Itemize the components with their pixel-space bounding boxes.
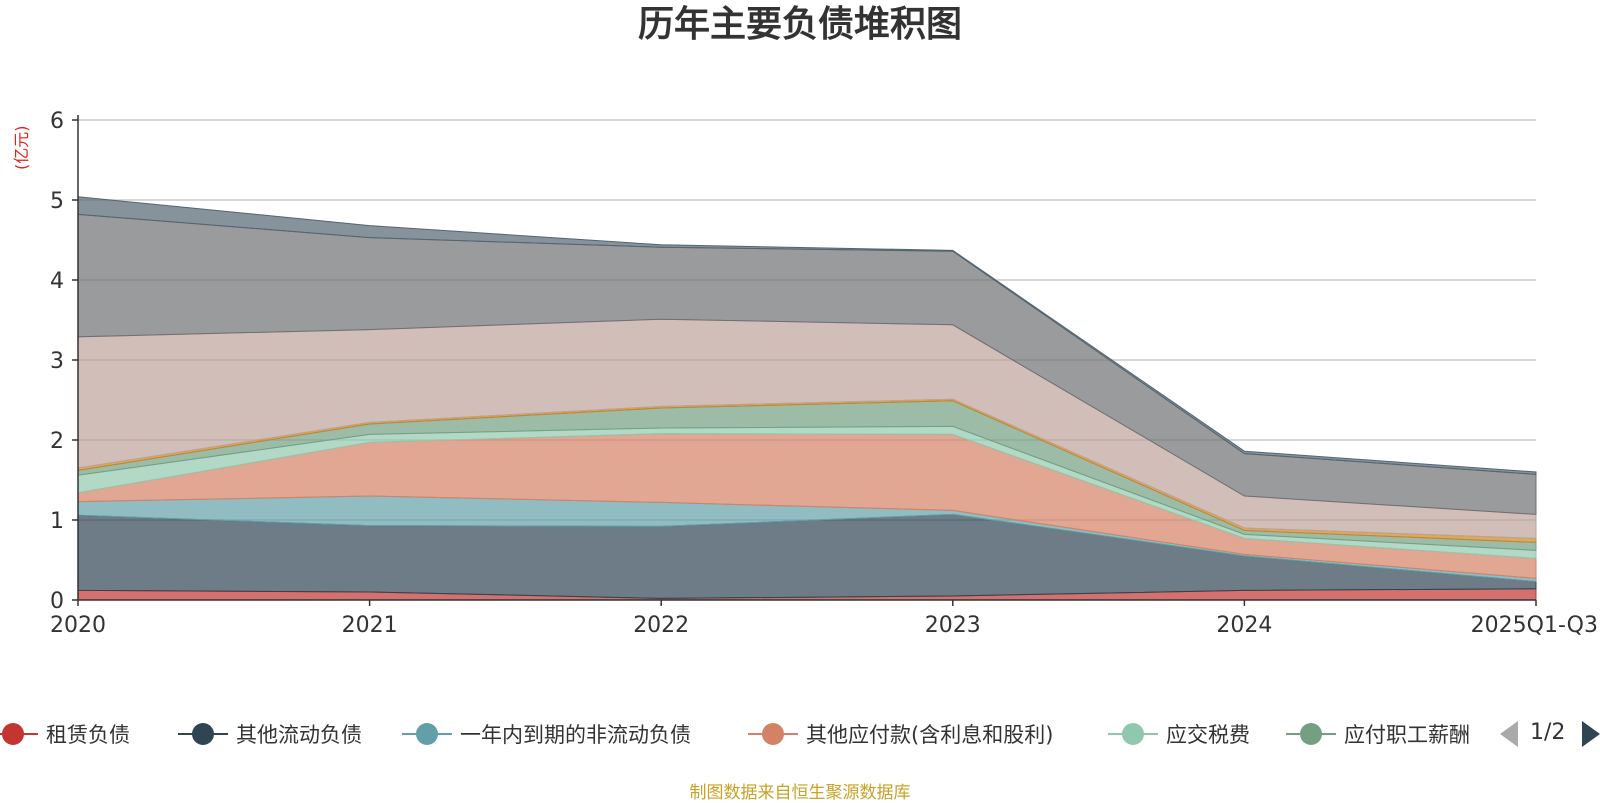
legend-page-indicator: 1/2 xyxy=(1530,720,1566,745)
legend-label: 其他流动负债 xyxy=(236,723,362,747)
x-tick-label: 2021 xyxy=(342,613,398,638)
x-tick-label: 2022 xyxy=(633,613,689,638)
legend-marker-icon xyxy=(1108,716,1158,752)
legend-item[interactable]: 应交税费 xyxy=(1108,716,1250,752)
area-series-9 xyxy=(77,196,1537,475)
y-tick-label: 0 xyxy=(50,589,64,614)
legend-item[interactable]: 应付职工薪酬 xyxy=(1286,716,1470,752)
legend-item[interactable]: 一年内到期的非流动负债 xyxy=(402,716,691,752)
x-tick-label: 2023 xyxy=(925,613,981,638)
legend-marker-icon xyxy=(0,716,38,752)
y-tick-label: 3 xyxy=(50,349,64,374)
stacked-areas xyxy=(77,196,1537,601)
chart-title: 历年主要负债堆积图 xyxy=(637,4,962,45)
legend-item[interactable]: 其他流动负债 xyxy=(178,716,362,752)
x-tick-label: 2025Q1-Q3 xyxy=(1471,613,1598,638)
legend-label: 其他应付款(含利息和股利) xyxy=(806,723,1054,747)
legend-label: 一年内到期的非流动负债 xyxy=(460,723,691,747)
legend-pager: 1/2 xyxy=(1500,716,1600,752)
legend-label: 租赁负债 xyxy=(46,723,130,747)
y-tick-label: 1 xyxy=(50,509,64,534)
legend-items: 租赁负债 其他流动负债 一年内到期的非流动负债 其他应付款(含利息和股利) 应交税费 应付… xyxy=(0,716,1480,752)
data-source-note: 制图数据来自恒生聚源数据库 xyxy=(689,783,911,803)
legend-next-icon[interactable] xyxy=(1582,721,1600,747)
y-tick-label: 4 xyxy=(50,269,64,294)
chart-plot: 0 1 2 3 4 5 6 2020 2021 2022 2023 2024 2025Q1-Q3 xyxy=(50,109,1598,638)
legend-marker-icon xyxy=(402,716,452,752)
legend-marker-icon xyxy=(178,716,228,752)
y-tick-label: 6 xyxy=(50,109,64,134)
y-tick-label: 2 xyxy=(50,429,64,454)
x-tick-label: 2024 xyxy=(1216,613,1272,638)
legend-label: 应交税费 xyxy=(1166,723,1250,747)
x-tick-label: 2020 xyxy=(50,613,106,638)
legend-marker-icon xyxy=(748,716,798,752)
legend-item[interactable]: 其他应付款(含利息和股利) xyxy=(748,716,1053,752)
legend-prev-icon[interactable] xyxy=(1500,721,1518,747)
legend-marker-icon xyxy=(1286,716,1336,752)
legend: 租赁负债 其他流动负债 一年内到期的非流动负债 其他应付款(含利息和股利) 应交税费 应付… xyxy=(0,716,1600,752)
legend-item[interactable]: 租赁负债 xyxy=(0,716,130,752)
legend-label: 应付职工薪酬 xyxy=(1344,723,1470,747)
y-tick-label: 5 xyxy=(50,189,64,214)
axes: 0 1 2 3 4 5 6 2020 2021 2022 2023 2024 2025Q1-Q3 xyxy=(50,109,1598,638)
